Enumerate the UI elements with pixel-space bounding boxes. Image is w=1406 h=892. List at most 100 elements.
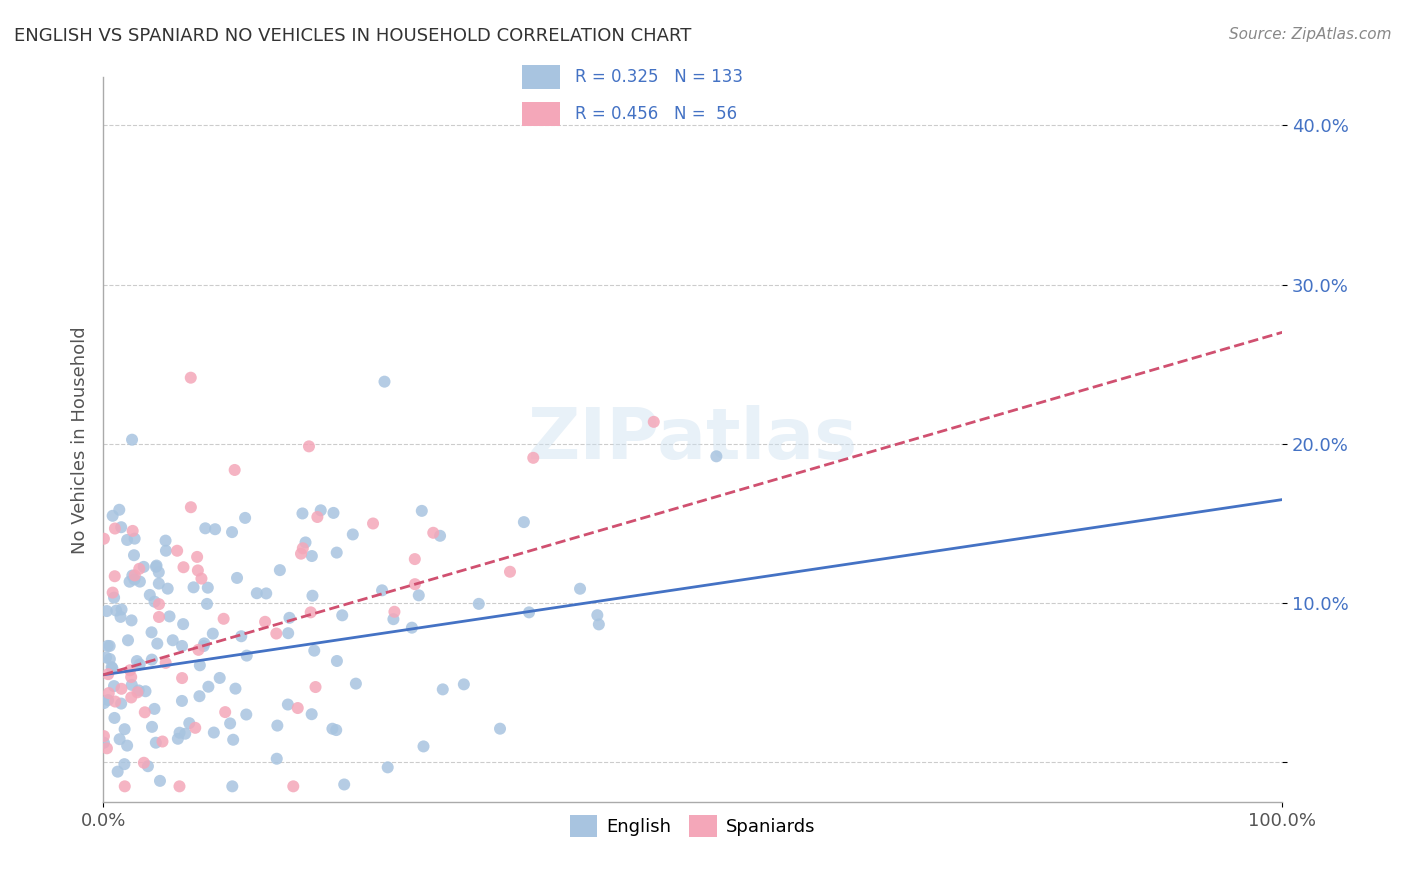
Point [287,701,309,715]
Point [246,586,269,600]
Point [104,522,127,536]
Point [143,702,166,716]
Point [197,680,219,694]
Point [254,586,277,600]
Point [114,780,136,794]
Point [195,597,218,611]
Point [184,721,207,735]
Point [301,549,323,563]
Point [148,566,170,580]
Point [110,602,132,616]
Point [226,571,249,585]
Point [235,707,257,722]
Point [322,506,344,520]
Point [143,595,166,609]
Point [231,629,253,643]
Point [569,582,592,596]
Point [422,525,444,540]
Text: Source: ZipAtlas.com: Source: ZipAtlas.com [1229,27,1392,42]
Point [110,697,132,711]
Point [371,583,394,598]
Point [325,723,347,737]
Point [382,612,405,626]
Point [107,764,129,779]
Point [361,516,384,531]
Point [104,694,127,708]
Point [214,705,236,719]
Point [266,752,288,766]
Point [298,439,321,453]
Point [173,560,195,574]
Point [145,558,167,573]
Point [145,736,167,750]
Point [124,568,146,582]
Point [141,625,163,640]
Point [155,656,177,670]
Point [432,682,454,697]
Point [115,739,138,753]
Text: ZIPatlas: ZIPatlas [527,405,858,475]
Point [429,529,451,543]
Point [134,706,156,720]
Point [108,732,131,747]
Point [104,569,127,583]
Point [94,650,117,665]
Point [118,663,141,677]
FancyBboxPatch shape [522,102,561,126]
Point [98,639,121,653]
Point [97,686,120,700]
Point [134,684,156,698]
Point [219,716,242,731]
Point [180,370,202,384]
Point [172,617,194,632]
Point [193,639,215,653]
Point [301,589,323,603]
Point [489,722,512,736]
Point [155,533,177,548]
Point [304,680,326,694]
Point [224,463,246,477]
Point [162,633,184,648]
Point [132,560,155,574]
Point [97,639,120,653]
Point [643,415,665,429]
Point [201,626,224,640]
Point [291,541,314,556]
Point [194,521,217,535]
Point [148,610,170,624]
Point [212,612,235,626]
Point [180,500,202,515]
Point [277,698,299,712]
Point [401,621,423,635]
Point [110,681,132,696]
Point [299,605,322,619]
Point [377,760,399,774]
Point [277,626,299,640]
Point [146,637,169,651]
Point [221,525,243,540]
Point [124,573,146,587]
Point [187,563,209,577]
Point [291,507,314,521]
Point [193,636,215,650]
Point [269,563,291,577]
Point [100,660,122,674]
Point [93,729,115,743]
Point [121,614,143,628]
Point [190,572,212,586]
Point [254,615,277,629]
Point [411,504,433,518]
Point [221,780,243,794]
Point [179,716,201,731]
Point [266,626,288,640]
Point [155,543,177,558]
Point [513,515,536,529]
Point [283,780,305,794]
Point [110,610,132,624]
Text: R = 0.456   N =  56: R = 0.456 N = 56 [575,104,737,123]
Point [222,732,245,747]
Point [121,568,143,582]
Point [266,718,288,732]
Point [325,546,347,560]
Point [120,670,142,684]
